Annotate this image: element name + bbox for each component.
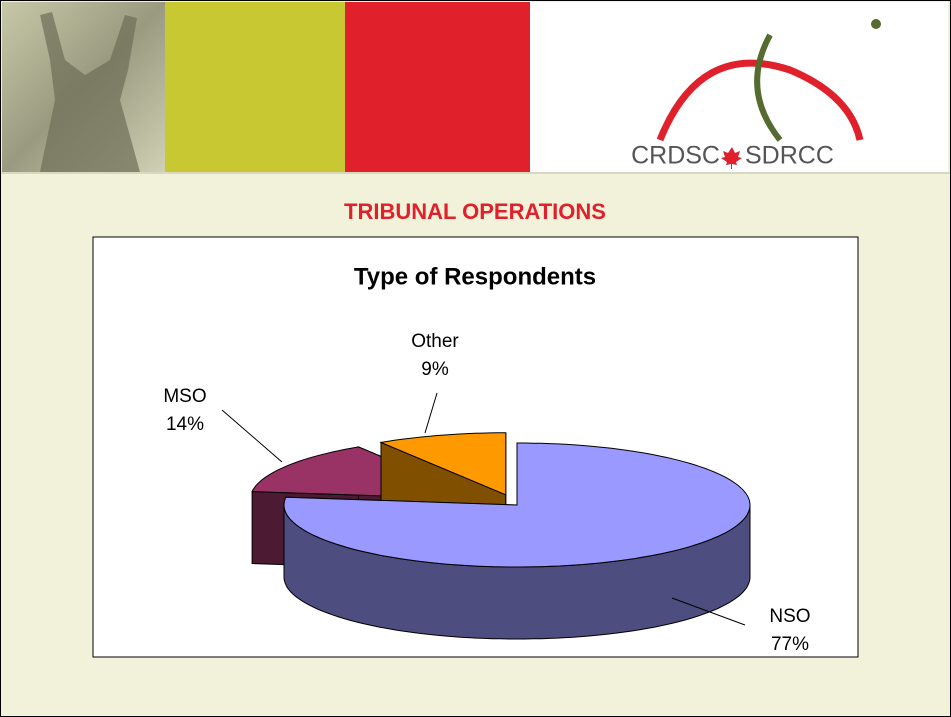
slide: CRDSC SDRCC TRIBUNAL OPERATIONS Type of … [0,0,951,717]
logo-text: SDRCC [745,142,834,170]
banner-rule [0,172,951,174]
chart-title: Type of Respondents [354,263,596,290]
banner-yellow [165,2,345,172]
value-label: 77% [771,634,809,655]
slide-title: TRIBUNAL OPERATIONS [344,199,606,224]
logo-dot [871,19,881,29]
logo-text: CRDSC [631,142,720,170]
value-label: 9% [421,359,449,380]
slice-label: NSO [769,606,810,627]
banner-white [530,2,948,172]
page: CRDSC SDRCC TRIBUNAL OPERATIONS Type of … [0,0,951,717]
slice-label: MSO [163,386,206,407]
slice-label: Other [411,331,459,352]
banner-red [345,2,530,172]
value-label: 14% [166,414,204,435]
